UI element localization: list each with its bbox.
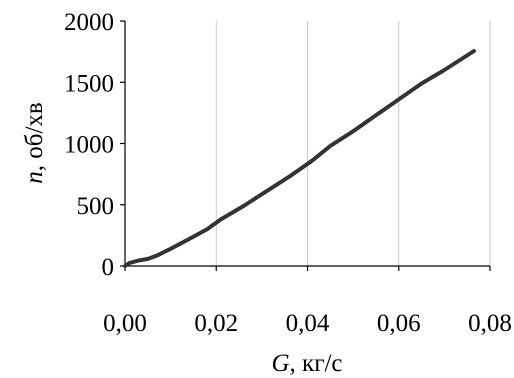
- x-tick-label: 0,04: [286, 310, 330, 337]
- series-group: [123, 49, 476, 268]
- x-tick-label: 0,00: [103, 310, 147, 337]
- y-tick-label: 2000: [64, 9, 114, 36]
- x-axis-variable: G: [271, 350, 289, 377]
- x-tick-label: 0,02: [194, 310, 238, 337]
- x-axis-unit: , кг/с: [290, 350, 343, 377]
- series-line: [123, 49, 476, 268]
- y-tick-label: 500: [77, 193, 115, 220]
- x-tick-label: 0,06: [377, 310, 421, 337]
- y-axis-title: n, об/хв: [21, 102, 48, 183]
- y-axis-unit: , об/хв: [21, 102, 48, 171]
- ticks: 0,00 0,02 0,04 0,06 0,08 0 500 1000 1500 2000: [64, 9, 512, 337]
- y-tick-label: 1000: [64, 132, 114, 159]
- y-tick-label: 0: [102, 254, 115, 281]
- y-tick-label: 1500: [64, 70, 114, 97]
- grid-lines: [215, 21, 491, 266]
- y-axis-variable: n: [21, 171, 48, 184]
- x-tick-label: 0,08: [468, 310, 512, 337]
- x-axis-title: G, кг/с: [271, 350, 342, 377]
